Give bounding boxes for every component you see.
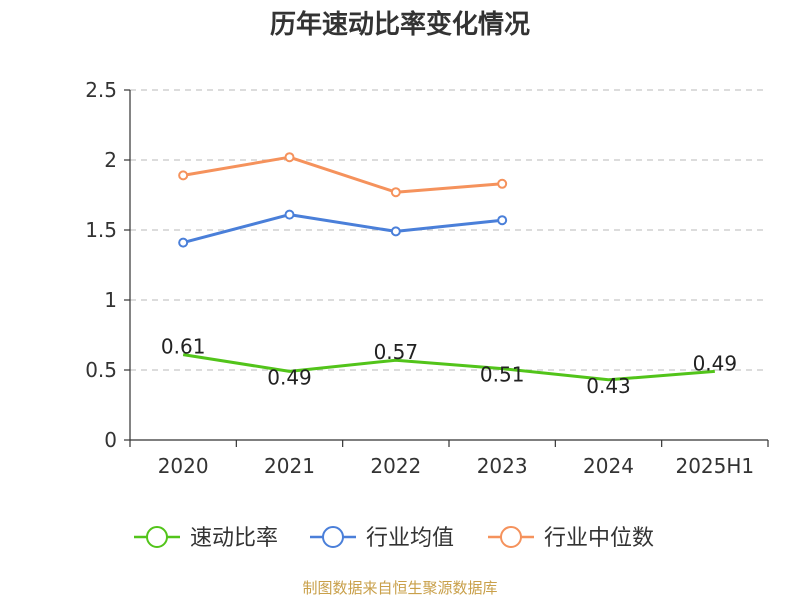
data-point (390, 226, 401, 237)
y-tick-label: 1.5 (85, 218, 117, 242)
series-line-2 (182, 155, 503, 194)
series-line-0 (182, 353, 715, 382)
data-point (284, 209, 295, 220)
data-label: 0.49 (267, 365, 312, 389)
data-point (178, 170, 189, 181)
legend-label: 行业均值 (366, 526, 454, 551)
data-label: 0.51 (480, 363, 525, 387)
x-tick-label: 2024 (583, 454, 634, 478)
data-point (497, 178, 508, 189)
legend-marker (146, 526, 168, 548)
legend-marker (322, 526, 344, 548)
data-label: 0.43 (586, 374, 631, 398)
data-label: 0.49 (693, 351, 738, 375)
data-labels: 0.61 0.49 0.57 0.51 0.43 0.49 (161, 335, 737, 398)
x-tick-label: 2023 (477, 454, 528, 478)
data-point (284, 152, 295, 163)
chart-title: 历年速动比率变化情况 (269, 10, 530, 40)
legend-label: 行业中位数 (544, 526, 654, 551)
legend: 速动比率 行业均值 行业中位数 (134, 526, 654, 551)
x-tick-label: 2025H1 (675, 454, 754, 478)
legend-label: 速动比率 (190, 526, 278, 551)
data-point (497, 215, 508, 226)
x-tick-label: 2022 (370, 454, 421, 478)
y-tick-label: 0.5 (85, 358, 117, 382)
grid-lines (130, 89, 768, 371)
data-label: 0.61 (161, 335, 206, 359)
y-tick-label: 2.5 (85, 78, 117, 102)
series-lines (178, 152, 715, 382)
x-tick-label: 2021 (264, 454, 315, 478)
y-tick-label: 2 (104, 148, 117, 172)
source-note: 制图数据来自恒生聚源数据库 (302, 579, 498, 597)
data-label: 0.57 (374, 340, 419, 364)
data-point (390, 187, 401, 198)
legend-marker (500, 526, 522, 548)
data-point (178, 237, 189, 248)
x-tick-label: 2020 (158, 454, 209, 478)
series-line-1 (182, 213, 503, 245)
y-tick-label: 1 (104, 288, 117, 312)
y-tick-label: 0 (104, 428, 117, 452)
